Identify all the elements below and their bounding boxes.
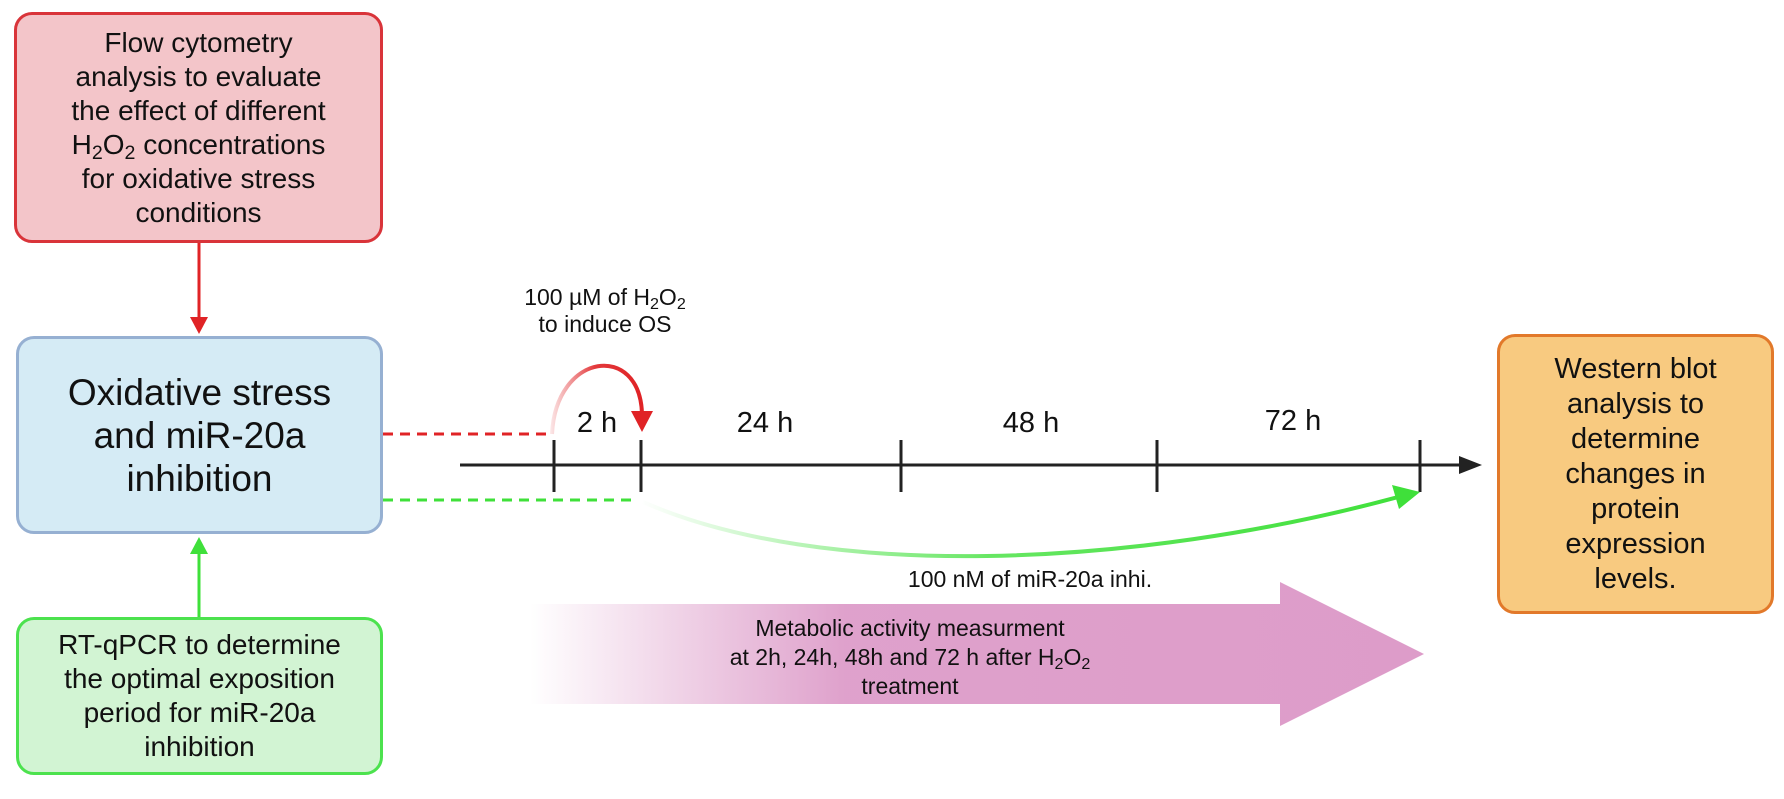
h2o2-annotation-sub2: 2: [676, 295, 686, 314]
flow-cytometry-box: Flow cytometry analysis to evaluate the …: [14, 12, 383, 243]
western-blot-text: Western blot analysis to determine chang…: [1554, 352, 1717, 595]
metabolic-sub2: 2: [1081, 655, 1091, 674]
metabolic-line1: Metabolic activity measurment: [755, 615, 1065, 641]
metabolic-line3: treatment: [861, 673, 959, 699]
mirna-annotation: 100 nM of miR-20a inhi.: [907, 566, 1153, 592]
metabolic-activity-arrow: [530, 582, 1424, 726]
flow-chem-tail: concentrations: [135, 128, 326, 160]
flow-cytometry-text: Flow cytometry analysis to evaluate the …: [71, 26, 325, 230]
h2o2-annotation-o: O: [658, 284, 677, 310]
rt-qpcr-text: RT-qPCR to determine the optimal exposit…: [58, 629, 341, 762]
metabolic-activity-text: Metabolic activity measurment at 2h, 24h…: [650, 614, 1170, 701]
flow-chem-o: O: [102, 128, 125, 160]
timeline-label-48h: 48 h: [1002, 407, 1060, 439]
oxidative-stress-text: Oxidative stress and miR-20a inhibition: [67, 371, 332, 499]
h2o2-annotation-pre: 100 µM of H: [524, 284, 650, 310]
oxidative-stress-box: Oxidative stress and miR-20a inhibition: [16, 336, 383, 534]
timeline-label-72h: 72 h: [1264, 405, 1322, 437]
h2o2-annotation-sub1: 2: [649, 295, 659, 314]
flow-chem-sub2: 2: [124, 141, 136, 164]
metabolic-o: O: [1063, 644, 1082, 670]
timeline-label-2h: 2 h: [576, 407, 618, 439]
h2o2-annotation-line2: to induce OS: [538, 311, 672, 337]
h2o2-curved-arrow: [550, 363, 653, 435]
metabolic-line2-pre: at 2h, 24h, 48h and 72 h after H: [729, 644, 1055, 670]
flow-chem-h: H: [71, 128, 92, 160]
western-blot-box: Western blot analysis to determine chang…: [1497, 334, 1774, 614]
flow-cytometry-text-top: Flow cytometry analysis to evaluate the …: [71, 26, 326, 126]
timeline-axis: [460, 440, 1482, 492]
flow-chem-sub1: 2: [91, 141, 103, 164]
h2o2-annotation: 100 µM of H2O2 to induce OS: [500, 284, 710, 338]
flow-to-os-arrow: [190, 243, 208, 334]
timeline-label-24h: 24 h: [736, 407, 794, 439]
rtqpcr-to-os-arrow: [190, 537, 208, 617]
flow-cytometry-text-bottom: for oxidative stress conditions: [81, 162, 316, 228]
rt-qpcr-box: RT-qPCR to determine the optimal exposit…: [16, 617, 383, 775]
metabolic-sub1: 2: [1054, 655, 1064, 674]
flow-cytometry-chem: H2O2 concentrations: [71, 128, 326, 164]
mirna-curved-arrow: [642, 485, 1420, 559]
